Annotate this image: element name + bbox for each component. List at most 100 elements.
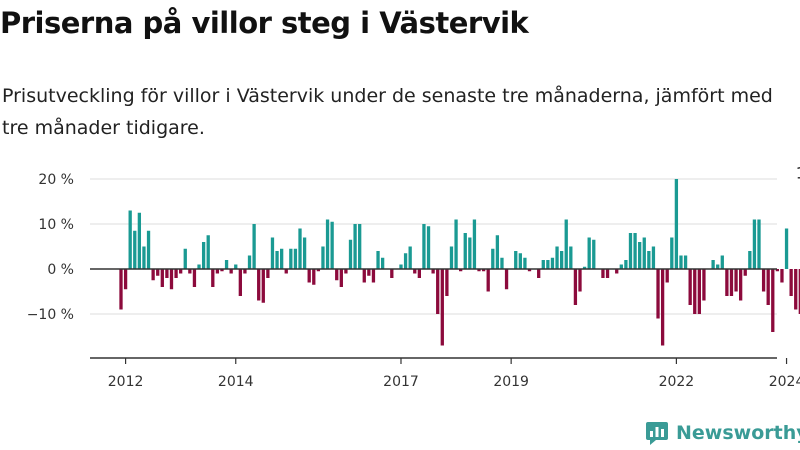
bar <box>280 248 284 269</box>
bar <box>335 269 339 281</box>
bar <box>766 269 770 305</box>
bar <box>651 246 656 269</box>
bar <box>573 269 578 305</box>
bar <box>541 260 545 269</box>
bar <box>798 269 800 314</box>
bar <box>523 257 527 269</box>
bar <box>647 251 651 269</box>
y-tick-label: 10 % <box>38 217 74 233</box>
bar <box>486 269 490 292</box>
bar <box>188 269 192 274</box>
bar <box>179 269 183 274</box>
bar <box>725 269 729 296</box>
bar <box>761 269 766 292</box>
bar <box>197 264 201 269</box>
bar <box>293 248 298 269</box>
bar <box>252 224 256 269</box>
bar <box>555 246 559 269</box>
bar <box>454 219 458 269</box>
bar <box>743 269 747 276</box>
bar <box>794 269 798 310</box>
newsworthy-logo-icon <box>646 422 668 445</box>
bar <box>247 255 252 269</box>
bar <box>642 237 646 269</box>
gridlines <box>90 178 777 315</box>
bar <box>734 269 738 292</box>
bar <box>289 248 293 269</box>
bar <box>413 269 417 274</box>
bar <box>183 248 187 269</box>
bar <box>206 235 210 269</box>
bar <box>582 266 587 269</box>
bar <box>151 269 155 281</box>
bar <box>702 269 706 301</box>
bar <box>587 237 591 269</box>
bar <box>771 269 775 332</box>
bar <box>697 269 701 314</box>
bar <box>578 269 582 292</box>
bar <box>633 233 637 269</box>
bar <box>284 269 288 274</box>
bar <box>261 269 265 303</box>
bar <box>422 224 426 269</box>
x-tick-label: 2014 <box>218 374 254 390</box>
bar <box>716 264 720 269</box>
bar <box>165 269 169 278</box>
bar <box>257 269 261 301</box>
x-tick-label: 2019 <box>493 374 529 390</box>
bar <box>481 269 486 272</box>
bar <box>371 269 376 283</box>
bar <box>234 264 238 269</box>
bar <box>546 260 550 269</box>
annotation-label: 17 % <box>796 164 800 183</box>
bar <box>688 269 692 305</box>
bar <box>358 224 362 269</box>
bar <box>615 269 619 274</box>
x-tick-label: 2022 <box>659 374 695 390</box>
bar <box>500 257 504 269</box>
y-tick-label: −10 % <box>27 307 74 323</box>
bar <box>491 248 495 269</box>
bar <box>192 269 197 287</box>
bar <box>665 269 669 283</box>
bar <box>752 219 757 269</box>
bar <box>518 253 522 269</box>
bar <box>201 242 206 269</box>
bar <box>564 219 568 269</box>
bar <box>757 219 761 269</box>
bar <box>472 219 477 269</box>
bar <box>229 269 233 274</box>
bar <box>339 269 343 287</box>
bar <box>367 269 371 276</box>
bar <box>160 269 164 287</box>
bar <box>459 269 463 272</box>
x-tick-label: 2012 <box>108 374 144 390</box>
bar <box>128 210 132 269</box>
bar <box>174 269 178 278</box>
bar <box>243 269 247 274</box>
bar <box>624 260 628 269</box>
bar <box>156 269 160 276</box>
bar <box>376 251 380 269</box>
bar <box>330 221 334 269</box>
x-tick-label: 2024 <box>769 374 800 390</box>
bar <box>270 237 275 269</box>
bar <box>431 269 435 274</box>
bar <box>477 269 481 272</box>
bars <box>119 179 800 346</box>
bar <box>656 269 660 319</box>
bar <box>504 269 509 290</box>
y-axis-ticks: −10 % 0 % 10 % 20 % <box>27 172 74 323</box>
bar <box>353 224 357 269</box>
newsworthy-brand: Newsworthy <box>644 418 800 448</box>
bar <box>739 269 743 301</box>
bar <box>683 255 688 269</box>
bar <box>527 269 532 272</box>
bar <box>321 246 325 269</box>
bar <box>445 269 449 296</box>
axes <box>90 268 777 359</box>
bar <box>133 230 137 269</box>
bar <box>211 269 215 287</box>
bar <box>780 269 784 283</box>
